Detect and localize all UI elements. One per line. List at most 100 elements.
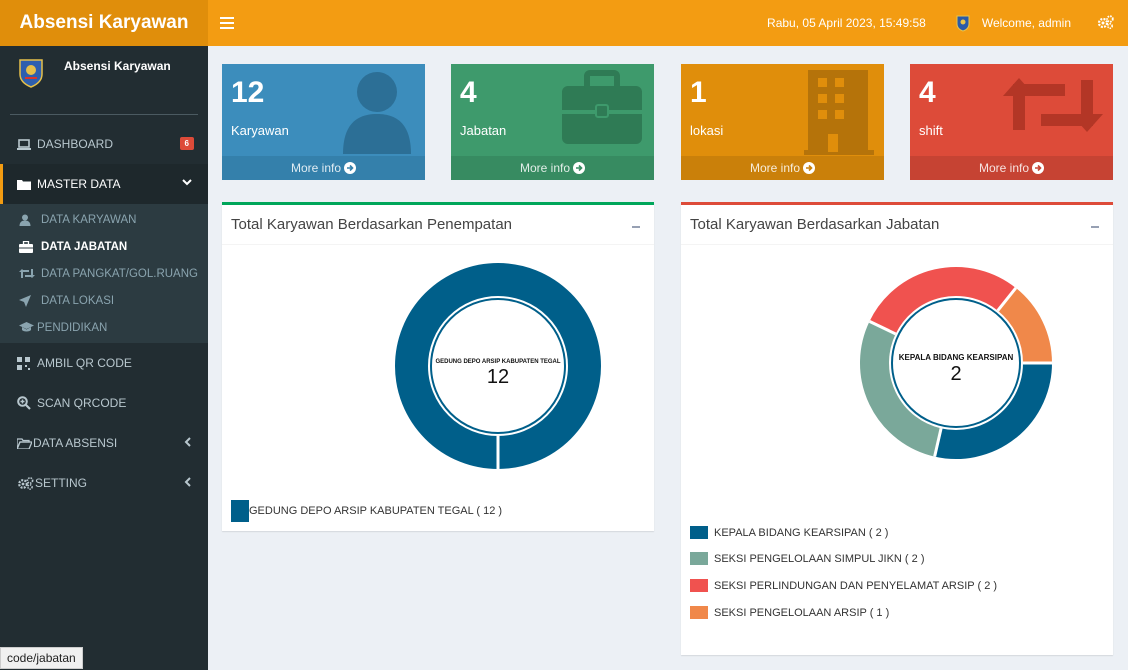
legend-label: SEKSI PENGELOLAAN ARSIP ( 1 ) bbox=[714, 606, 890, 619]
chevron-left-icon bbox=[184, 477, 191, 487]
slice-separator bbox=[933, 427, 943, 457]
stat-label: Karyawan bbox=[231, 123, 289, 138]
stat-box-lokasi: 1 lokasi More info bbox=[681, 64, 884, 180]
chart-box-header: Total Karyawan Berdasarkan Penempatan bbox=[222, 205, 654, 245]
more-info-link[interactable]: More info bbox=[681, 156, 884, 180]
master-data-submenu: DATA KARYAWAN DATA JABATAN DATA PANGKAT/… bbox=[0, 204, 208, 343]
donut-inner-ring bbox=[891, 298, 1021, 428]
divider bbox=[10, 114, 198, 115]
qrcode-icon bbox=[17, 356, 33, 370]
legend-label: GEDUNG DEPO ARSIP KABUPATEN TEGAL ( 12 ) bbox=[249, 505, 503, 517]
legend-swatch bbox=[690, 552, 708, 565]
legend-swatch bbox=[690, 526, 708, 539]
donut-slice[interactable] bbox=[869, 267, 1016, 335]
location-arrow-icon bbox=[19, 294, 35, 307]
legend-label: SEKSI PENGELOLAAN SIMPUL JIKN ( 2 ) bbox=[714, 552, 925, 565]
legend-item: SEKSI PENGELOLAAN ARSIP ( 1 ) bbox=[690, 606, 889, 619]
slice-separator bbox=[996, 287, 1018, 312]
retweet-icon bbox=[19, 268, 35, 279]
legend-swatch bbox=[690, 579, 708, 592]
stat-value: 12 bbox=[231, 76, 265, 109]
folder-open-icon bbox=[17, 437, 33, 449]
arrow-circle-right-icon bbox=[1032, 162, 1045, 174]
sidebar-item-label: AMBIL QR CODE bbox=[37, 356, 132, 370]
more-info-link[interactable]: More info bbox=[910, 156, 1113, 180]
sidebar-menu: DASHBOARD 6 MASTER DATA DATA KARYAWAN DA… bbox=[0, 124, 208, 503]
chart-box-header: Total Karyawan Berdasarkan Jabatan bbox=[681, 205, 1113, 245]
legend-swatch bbox=[690, 606, 708, 619]
stat-box-karyawan: 12 Karyawan More info bbox=[222, 64, 425, 180]
sidebar-subitem-data-pangkat[interactable]: DATA PANGKAT/GOL.RUANG bbox=[0, 260, 208, 287]
arrow-circle-right-icon bbox=[344, 162, 357, 174]
brand-logo[interactable]: Absensi Karyawan bbox=[0, 0, 208, 46]
legend-item: KEPALA BIDANG KEARSIPAN ( 2 ) bbox=[690, 526, 888, 539]
sidebar-subitem-label: DATA PANGKAT/GOL.RUANG bbox=[41, 267, 198, 280]
donut-center-value: 12 bbox=[487, 366, 509, 388]
sidebar-subitem-data-karyawan[interactable]: DATA KARYAWAN bbox=[0, 206, 208, 233]
folder-icon bbox=[17, 179, 33, 190]
donut-center-value: 2 bbox=[950, 363, 961, 385]
stat-label: Jabatan bbox=[460, 123, 507, 138]
donut-inner-ring bbox=[430, 298, 566, 434]
sidebar-app-name: Absensi Karyawan bbox=[64, 59, 171, 73]
sidebar-subitem-label: DATA KARYAWAN bbox=[41, 213, 137, 226]
donut-slice[interactable] bbox=[860, 321, 942, 457]
more-info-label: More info bbox=[290, 161, 342, 175]
arrow-circle-right-icon bbox=[573, 162, 586, 174]
sidebar-subitem-pendidikan[interactable]: PENDIDIKAN bbox=[0, 314, 208, 341]
stat-value: 4 bbox=[919, 76, 936, 109]
more-info-label: More info bbox=[749, 161, 801, 175]
legend-item: SEKSI PERLINDUNGAN DAN PENYELAMAT ARSIP … bbox=[690, 579, 997, 592]
cogs-icon bbox=[17, 476, 35, 490]
sidebar-subitem-data-jabatan[interactable]: DATA JABATAN bbox=[0, 233, 208, 260]
donut-slice[interactable] bbox=[997, 287, 1052, 364]
laptop-icon bbox=[17, 138, 33, 150]
chart-title: Total Karyawan Berdasarkan Penempatan bbox=[231, 216, 513, 233]
dashboard-count-badge: 6 bbox=[179, 137, 194, 150]
sidebar-subitem-data-lokasi[interactable]: DATA LOKASI bbox=[0, 287, 208, 314]
sidebar-item-label: MASTER DATA bbox=[37, 177, 121, 191]
user-menu[interactable]: Welcome, admin bbox=[956, 15, 1071, 32]
sidebar-item-scan-qr[interactable]: SCAN QRCODE bbox=[0, 383, 208, 423]
shield-logo-icon bbox=[956, 15, 970, 32]
sidebar-item-setting[interactable]: SETTING bbox=[0, 463, 208, 503]
sidebar-toggle-icon[interactable] bbox=[220, 17, 234, 29]
sidebar-subitem-label: PENDIDIKAN bbox=[37, 321, 108, 334]
legend-item: SEKSI PENGELOLAAN SIMPUL JIKN ( 2 ) bbox=[690, 552, 925, 565]
browser-status-url: code/jabatan bbox=[0, 647, 83, 669]
user-icon bbox=[19, 214, 35, 226]
slice-separator bbox=[868, 319, 897, 336]
briefcase-icon bbox=[562, 70, 642, 144]
sidebar-item-label: DASHBOARD bbox=[37, 137, 114, 151]
stat-box-jabatan: 4 Jabatan More info bbox=[451, 64, 654, 180]
sidebar: Absensi Karyawan DASHBOARD 6 MASTER DATA… bbox=[0, 46, 208, 670]
sidebar-subitem-label: DATA LOKASI bbox=[41, 294, 115, 307]
sidebar-item-master-data[interactable]: MASTER DATA bbox=[0, 164, 208, 204]
sidebar-item-label: DATA ABSENSI bbox=[33, 436, 118, 450]
regency-logo-icon bbox=[19, 59, 43, 88]
chart-box-jabatan: Total Karyawan Berdasarkan Jabatan KEPAL… bbox=[681, 202, 1113, 655]
search-plus-icon bbox=[17, 396, 33, 410]
stat-value: 4 bbox=[460, 76, 477, 109]
sidebar-item-data-absensi[interactable]: DATA ABSENSI bbox=[0, 423, 208, 463]
chevron-left-icon bbox=[184, 437, 191, 447]
donut-slice[interactable] bbox=[934, 362, 1052, 459]
more-info-link[interactable]: More info bbox=[451, 156, 654, 180]
graduation-cap-icon bbox=[19, 322, 35, 333]
legend-label: KEPALA BIDANG KEARSIPAN ( 2 ) bbox=[714, 526, 889, 539]
welcome-text: Welcome, admin bbox=[981, 16, 1071, 30]
settings-gears-icon[interactable] bbox=[1097, 14, 1114, 32]
sidebar-item-ambil-qr[interactable]: AMBIL QR CODE bbox=[0, 343, 208, 383]
stat-box-shift: 4 shift More info bbox=[910, 64, 1113, 180]
sidebar-item-label: SETTING bbox=[35, 476, 88, 490]
sidebar-item-dashboard[interactable]: DASHBOARD 6 bbox=[0, 124, 208, 164]
collapse-icon[interactable] bbox=[1091, 226, 1099, 228]
sidebar-item-label: SCAN QRCODE bbox=[37, 396, 127, 410]
legend-swatch bbox=[231, 500, 249, 522]
collapse-icon[interactable] bbox=[632, 226, 640, 228]
more-info-link[interactable]: More info bbox=[222, 156, 425, 180]
top-navbar: Absensi Karyawan Rabu, 05 April 2023, 15… bbox=[0, 0, 1128, 46]
stat-label: lokasi bbox=[690, 123, 724, 138]
